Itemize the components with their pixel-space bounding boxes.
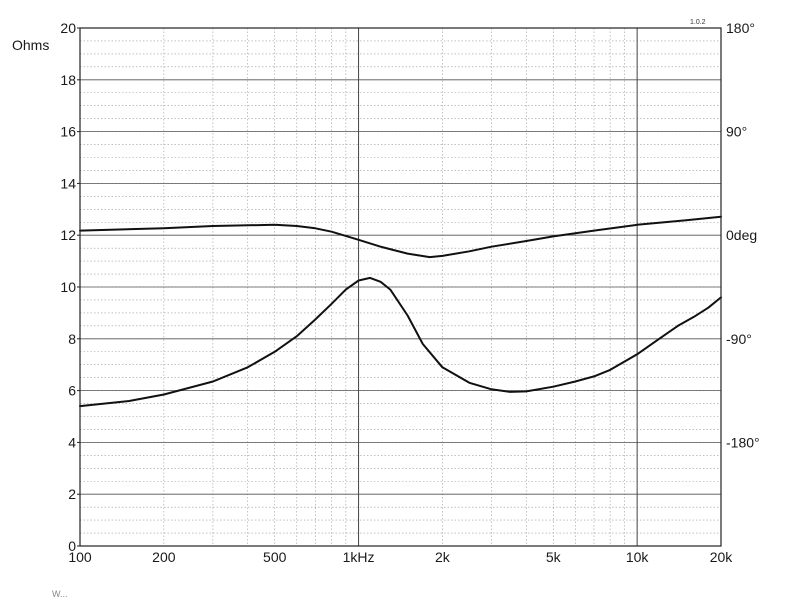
- y-tick-label: 2: [68, 486, 76, 502]
- phase-tick-label: 180°: [726, 20, 755, 36]
- x-tick-label: 200: [152, 549, 176, 565]
- y-tick-label: 18: [60, 72, 76, 88]
- phase-tick-label: -180°: [726, 434, 760, 450]
- impedance-curve: [79, 276, 722, 408]
- phase-tick-label: 90°: [726, 124, 747, 140]
- corner-mark: 1.0.2: [690, 19, 706, 26]
- x-tick-label: 5k: [546, 549, 562, 565]
- major-grid: [80, 28, 721, 546]
- y-tick-label: 20: [60, 20, 76, 36]
- y-tick-label: 14: [60, 175, 76, 191]
- tick-labels: 0 2 4 6 8 10 12 14 16 18 20 100 200 500 1kHz 2k 5k 10k 20k…: [60, 20, 759, 565]
- phase-tick-label: -90°: [726, 331, 752, 347]
- y-tick-label: 4: [68, 434, 76, 450]
- x-tick-label: 100: [68, 549, 92, 565]
- y-tick-label: 8: [68, 331, 76, 347]
- y-axis-label: Ohms: [12, 37, 49, 53]
- y-tick-label: 16: [60, 124, 76, 140]
- x-tick-label: 10k: [626, 549, 650, 565]
- y-tick-label: 0: [68, 538, 76, 554]
- x-tick-label: 1kHz: [343, 549, 375, 565]
- phase-curve: [79, 215, 722, 259]
- phase-tick-label: 0deg: [726, 227, 757, 243]
- y-tick-label: 10: [60, 279, 76, 295]
- y-tick-label: 12: [60, 227, 76, 243]
- x-tick-label: 2k: [435, 549, 451, 565]
- x-tick-label: 500: [263, 549, 287, 565]
- footer-text: W...: [52, 589, 68, 599]
- y-tick-label: 6: [68, 383, 76, 399]
- series-layer: [79, 215, 722, 408]
- x-tick-label: 20k: [710, 549, 734, 565]
